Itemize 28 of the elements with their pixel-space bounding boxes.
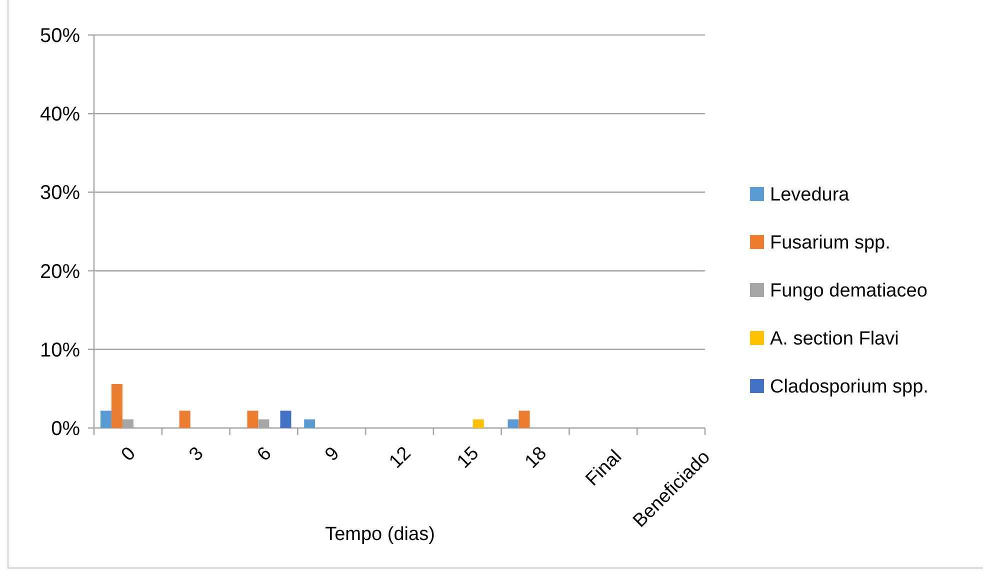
legend-label: A. section Flavi xyxy=(770,328,899,350)
x-tick-label: 12 xyxy=(385,442,416,473)
bar xyxy=(518,410,530,428)
bar xyxy=(179,410,190,428)
x-axis-title: Tempo (dias) xyxy=(325,524,435,545)
y-tick-label: 0% xyxy=(51,418,80,440)
y-tick-label: 30% xyxy=(40,182,80,204)
legend-label: Levedura xyxy=(770,184,850,206)
legend-label: Cladosporium spp. xyxy=(770,376,928,398)
x-tick-label: 9 xyxy=(321,443,344,466)
x-tick-label: 0 xyxy=(118,443,140,466)
y-tick-label: 50% xyxy=(40,25,80,47)
x-tick-label: 18 xyxy=(521,442,551,473)
bar xyxy=(508,419,519,428)
x-tick-label: 6 xyxy=(253,443,276,466)
bar xyxy=(111,384,122,428)
x-tick-label: 15 xyxy=(453,442,484,473)
bar xyxy=(304,419,316,428)
y-tick-label: 40% xyxy=(40,104,80,126)
y-tick-label: 10% xyxy=(40,339,80,362)
bar xyxy=(472,419,484,428)
bar xyxy=(247,410,258,428)
bar xyxy=(100,410,112,428)
legend-label: Fusarium spp. xyxy=(770,232,890,254)
bar xyxy=(280,410,292,428)
x-tick-label: 3 xyxy=(185,443,208,466)
legend-label: Fungo dematiaceo xyxy=(770,280,928,302)
y-tick-label: 20% xyxy=(40,260,80,283)
